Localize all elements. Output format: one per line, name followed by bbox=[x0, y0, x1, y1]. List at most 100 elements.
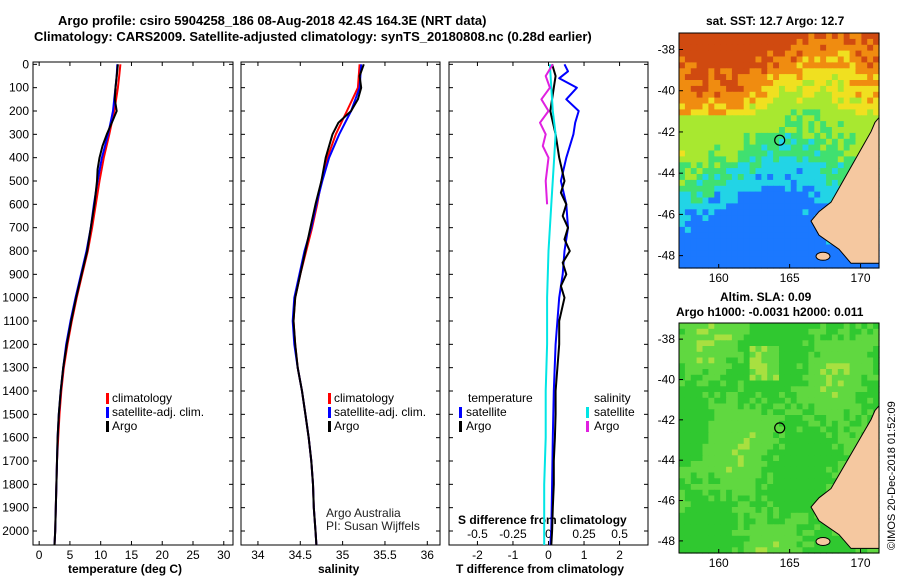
sla-map-cell bbox=[708, 351, 715, 359]
sla-map-cell bbox=[708, 369, 715, 376]
sla-map-cell bbox=[802, 363, 809, 370]
sla-map-cell bbox=[743, 518, 751, 525]
sla-map-cell bbox=[684, 369, 692, 376]
sst-map-cell bbox=[802, 238, 809, 246]
sst-map-cell bbox=[702, 191, 709, 199]
depth-tick-label: 200 bbox=[9, 104, 29, 118]
sla-map-cell bbox=[761, 392, 768, 399]
sla-map-cell bbox=[726, 323, 733, 330]
sst-map-cell bbox=[767, 50, 774, 58]
sla-map-cell bbox=[737, 518, 745, 525]
sst-map-cell bbox=[737, 44, 745, 52]
sla-map-cell bbox=[696, 466, 704, 474]
sst-map-cell bbox=[743, 132, 751, 140]
sla-map-cell bbox=[861, 397, 868, 405]
sla-map-cell bbox=[784, 535, 792, 543]
sst-map-cell bbox=[737, 226, 745, 234]
sst-map-cell bbox=[690, 132, 698, 140]
sla-map-cell bbox=[814, 363, 821, 370]
sla-map-cell bbox=[720, 363, 727, 370]
sst-map-cell bbox=[702, 80, 709, 87]
sst-map-cell bbox=[737, 244, 745, 251]
sst-map-cell bbox=[708, 250, 715, 257]
sst-map-cell bbox=[714, 174, 721, 181]
sla-map-cell bbox=[761, 438, 768, 445]
sst-map-cell bbox=[737, 127, 745, 134]
sla-map-cell bbox=[767, 357, 774, 364]
sla-map-cell bbox=[831, 461, 839, 468]
sst-map-cell bbox=[867, 74, 874, 81]
sst-map-cell bbox=[731, 121, 739, 128]
sla-map-cell bbox=[714, 420, 721, 428]
sst-map-cell bbox=[726, 38, 733, 46]
sst-map-cell bbox=[679, 185, 686, 193]
sst-map-cell bbox=[743, 38, 751, 46]
sla-map-cell bbox=[690, 346, 698, 353]
sla-map-cell bbox=[767, 449, 774, 456]
sla-map-cell bbox=[720, 386, 727, 393]
sla-map-cell bbox=[802, 489, 809, 497]
sst-map-cell bbox=[837, 91, 845, 99]
sla-map-cell bbox=[714, 530, 721, 537]
sla-map-cell bbox=[708, 495, 715, 502]
sst-map-cell bbox=[796, 68, 804, 75]
sla-map-cell bbox=[684, 380, 692, 387]
sla-map-ytick-label: -40 bbox=[658, 372, 676, 386]
sla-map-cell bbox=[737, 461, 745, 468]
sla-map-cell bbox=[826, 472, 833, 479]
sst-map-cell bbox=[767, 80, 774, 87]
sla-map-cell bbox=[684, 432, 692, 439]
sla-map-cell bbox=[737, 397, 745, 405]
sst-map-cell bbox=[726, 85, 733, 93]
sla-map-cell bbox=[702, 466, 709, 474]
sla-map-cell bbox=[696, 369, 704, 376]
sla-map-cell bbox=[726, 346, 733, 353]
sst-map-cell bbox=[737, 209, 745, 216]
sla-map-cell bbox=[790, 478, 798, 485]
sla-map-cell bbox=[761, 432, 768, 439]
sla-map-cell bbox=[820, 380, 827, 387]
depth-tick-label: 1600 bbox=[2, 431, 29, 445]
sla-map-cell bbox=[820, 530, 827, 537]
sla-map-cell bbox=[679, 357, 686, 364]
sst-map-cell bbox=[843, 62, 851, 69]
sst-map-cell bbox=[696, 85, 704, 93]
sla-map-cell bbox=[737, 541, 745, 548]
sst-map-cell bbox=[755, 262, 762, 269]
sla-map-cell bbox=[679, 334, 686, 341]
sst-map-cell bbox=[702, 150, 709, 157]
difference-xtick-label: 0 bbox=[545, 548, 552, 562]
sla-map-cell bbox=[873, 380, 880, 387]
sst-map-cell bbox=[720, 62, 727, 69]
sst-map-cell bbox=[737, 62, 745, 69]
sla-map-cell bbox=[731, 397, 739, 405]
sla-map-cell bbox=[808, 466, 815, 474]
sla-map-cell bbox=[690, 415, 698, 422]
sst-map-cell bbox=[808, 56, 815, 63]
sla-map-cell bbox=[714, 323, 721, 330]
sla-map-cell bbox=[714, 357, 721, 364]
sst-map-cell bbox=[837, 115, 845, 122]
sst-map-cell bbox=[702, 238, 709, 246]
sst-map-cell bbox=[796, 238, 804, 246]
sst-map-cell bbox=[831, 244, 839, 251]
sst-map-cell bbox=[737, 56, 745, 63]
sst-map-cell bbox=[802, 38, 809, 46]
sst-map-cell bbox=[773, 250, 780, 257]
sst-map-cell bbox=[714, 226, 721, 234]
sla-map-cell bbox=[749, 409, 757, 416]
sst-map-cell bbox=[679, 127, 686, 134]
sst-map-cell bbox=[731, 103, 739, 110]
sst-map-cell bbox=[831, 62, 839, 69]
sla-map-cell bbox=[755, 386, 762, 393]
sla-map-cell bbox=[808, 323, 815, 330]
sla-map-cell bbox=[767, 328, 774, 336]
sst-map-cell bbox=[826, 138, 833, 146]
sst-map-cell bbox=[784, 56, 792, 63]
sla-map-cell bbox=[714, 547, 721, 554]
sla-map-cell bbox=[796, 461, 804, 468]
sst-map-cell bbox=[708, 97, 715, 105]
sla-map-cell bbox=[767, 432, 774, 439]
sla-map-cell bbox=[755, 392, 762, 399]
